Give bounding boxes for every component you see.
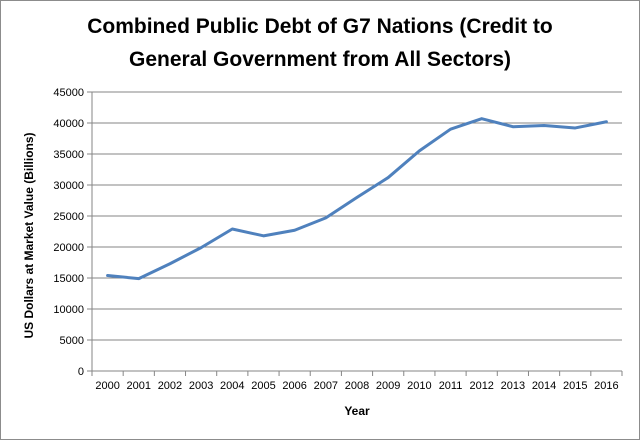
data-point <box>418 150 421 152</box>
data-point <box>137 277 140 280</box>
x-tick-label: 2000 <box>95 380 119 392</box>
y-tick-label: 5000 <box>60 335 84 347</box>
y-tick-label: 35000 <box>53 149 84 161</box>
x-tick-label: 2003 <box>189 380 213 392</box>
data-point <box>293 229 296 232</box>
data-point <box>512 125 514 128</box>
x-tick-label: 2011 <box>439 380 463 392</box>
x-tick-label: 2008 <box>345 380 369 392</box>
x-tick-label: 2016 <box>594 380 618 392</box>
y-tick-label: 25000 <box>53 211 84 223</box>
y-tick-label: 0 <box>78 366 84 378</box>
x-axis-title: Year <box>344 404 370 418</box>
data-point <box>262 235 265 237</box>
x-tick-label: 2015 <box>563 380 587 392</box>
x-tick-label: 2013 <box>501 380 525 392</box>
data-point <box>325 217 327 219</box>
y-tick-label: 30000 <box>53 180 84 192</box>
data-point <box>480 117 483 120</box>
x-tick-label: 2006 <box>282 380 306 392</box>
y-tick-label: 20000 <box>53 242 84 254</box>
x-tick-label: 2001 <box>127 380 151 392</box>
data-point <box>169 262 171 265</box>
x-tick-label: 2007 <box>314 380 338 392</box>
chart-title-line-1: Combined Public Debt of G7 Nations (Cred… <box>87 15 553 38</box>
x-tick-labels: 2000 2001 2002 2003 2004 2005 2006 2007 2008 2009… <box>95 380 618 392</box>
y-tick-label: 45000 <box>53 87 84 99</box>
data-point <box>356 196 358 199</box>
data-point <box>200 246 202 249</box>
x-tick-label: 2014 <box>532 380 556 392</box>
data-point <box>605 120 608 123</box>
x-tick-label: 2004 <box>220 380 244 392</box>
x-tick-label: 2012 <box>469 380 493 392</box>
y-tick-label: 10000 <box>53 304 84 316</box>
data-point <box>387 176 389 179</box>
gridlines <box>87 91 623 376</box>
data-point <box>231 228 234 230</box>
series-group <box>106 117 608 281</box>
x-tick-label: 2009 <box>376 380 400 392</box>
x-tick-label: 2010 <box>407 380 431 392</box>
series-line <box>106 117 608 281</box>
data-point <box>106 274 109 277</box>
x-tick-label: 2005 <box>251 380 275 392</box>
y-tick-label: 40000 <box>53 118 84 130</box>
x-tick-label: 2002 <box>158 380 182 392</box>
chart-title-line-2: General Government from All Sectors) <box>129 48 511 71</box>
y-tick-labels: 0 5000 10000 15000 20000 25000 30000 35000 40000… <box>53 87 84 378</box>
y-tick-label: 15000 <box>53 273 84 285</box>
data-point <box>449 128 452 130</box>
data-point <box>574 127 577 129</box>
data-point <box>543 124 545 127</box>
y-axis-title: US Dollars at Market Value (Billions) <box>22 132 36 338</box>
